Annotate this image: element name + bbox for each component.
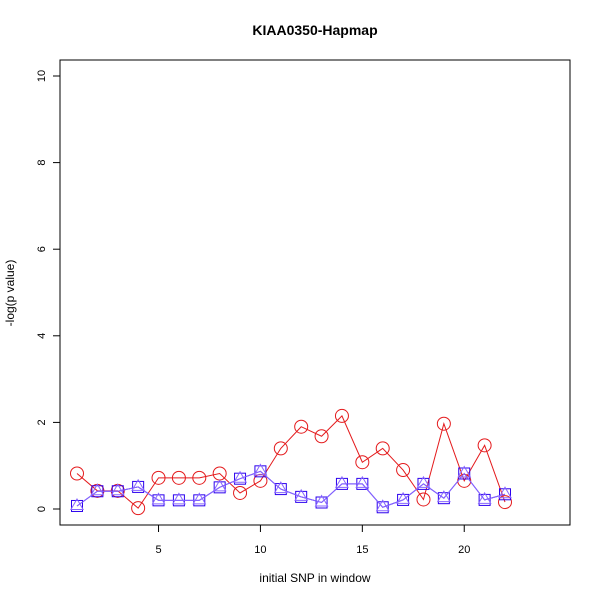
- data-point-triangle: [192, 492, 207, 505]
- data-point-square: [71, 499, 83, 512]
- x-tick-label: 5: [155, 544, 161, 556]
- series-1: [70, 408, 512, 516]
- data-point-triangle: [70, 497, 84, 510]
- data-point-triangle: [212, 479, 227, 492]
- data-point-circle: [355, 455, 370, 470]
- data-point-circle: [416, 492, 431, 507]
- series-3: [70, 463, 512, 512]
- chart-title: KIAA0350-Hapmap: [252, 22, 377, 38]
- y-axis-label: -log(p value): [3, 260, 17, 327]
- y-tick-label: 8: [36, 160, 48, 166]
- x-tick-label: 15: [356, 544, 368, 556]
- data-point-triangle: [171, 492, 186, 505]
- data-point-circle: [436, 416, 451, 431]
- data-point-circle: [233, 485, 248, 500]
- data-point-triangle: [131, 478, 146, 491]
- data-point-square: [132, 480, 145, 493]
- data-point-circle: [273, 441, 288, 456]
- axes: 5 10 15 20 0 2 4 6 8 10: [36, 70, 470, 556]
- data-point-square: [213, 481, 226, 494]
- data-point-circle: [477, 438, 492, 453]
- data-point-square: [397, 493, 410, 506]
- data-point-triangle: [396, 491, 411, 504]
- series-2: [71, 465, 511, 514]
- data-point-triangle: [416, 475, 431, 488]
- data-point-triangle: [498, 486, 512, 499]
- data-point-circle: [294, 419, 309, 434]
- data-point-triangle: [253, 463, 268, 476]
- data-point-triangle: [273, 481, 288, 494]
- data-point-circle: [498, 495, 512, 510]
- y-tick-label: 4: [36, 333, 48, 339]
- data-point-square: [234, 472, 247, 485]
- data-point-triangle: [436, 490, 451, 503]
- data-point-square: [254, 465, 267, 478]
- data-point-circle: [151, 470, 166, 485]
- data-point-circle: [396, 463, 411, 478]
- data-point-circle: [314, 429, 329, 444]
- series-layer: [70, 408, 512, 516]
- data-point-circle: [375, 441, 390, 456]
- data-point-triangle: [294, 488, 309, 501]
- x-tick-label: 10: [254, 544, 266, 556]
- data-point-square: [478, 493, 491, 506]
- data-point-square: [315, 496, 328, 509]
- data-point-triangle: [314, 494, 329, 507]
- data-point-circle: [171, 470, 186, 485]
- y-tick-label: 0: [36, 506, 48, 512]
- x-tick-label: 20: [458, 544, 470, 556]
- data-point-square: [376, 501, 389, 514]
- data-point-circle: [70, 466, 84, 481]
- y-tick-label: 2: [36, 419, 48, 425]
- data-point-square: [437, 492, 450, 505]
- data-point-square: [499, 488, 511, 501]
- data-point-triangle: [233, 470, 248, 483]
- series-line: [76, 470, 506, 508]
- data-point-triangle: [334, 475, 349, 488]
- data-point-triangle: [457, 465, 472, 478]
- data-point-square: [458, 467, 471, 480]
- y-tick-label: 10: [36, 70, 48, 82]
- series-line: [76, 415, 506, 509]
- data-point-square: [295, 490, 308, 503]
- y-tick-label: 6: [36, 246, 48, 252]
- plot-frame: [59, 59, 571, 526]
- data-point-triangle: [477, 491, 492, 504]
- data-point-square: [274, 483, 287, 496]
- data-point-triangle: [355, 475, 370, 488]
- data-point-triangle: [151, 492, 166, 505]
- data-point-triangle: [90, 483, 105, 496]
- data-point-triangle: [110, 483, 125, 496]
- data-point-square: [417, 477, 430, 490]
- data-point-circle: [192, 470, 207, 485]
- data-point-circle: [131, 501, 146, 516]
- data-point-circle: [334, 408, 349, 423]
- data-point-triangle: [375, 499, 390, 512]
- x-axis-label: initial SNP in window: [259, 571, 370, 585]
